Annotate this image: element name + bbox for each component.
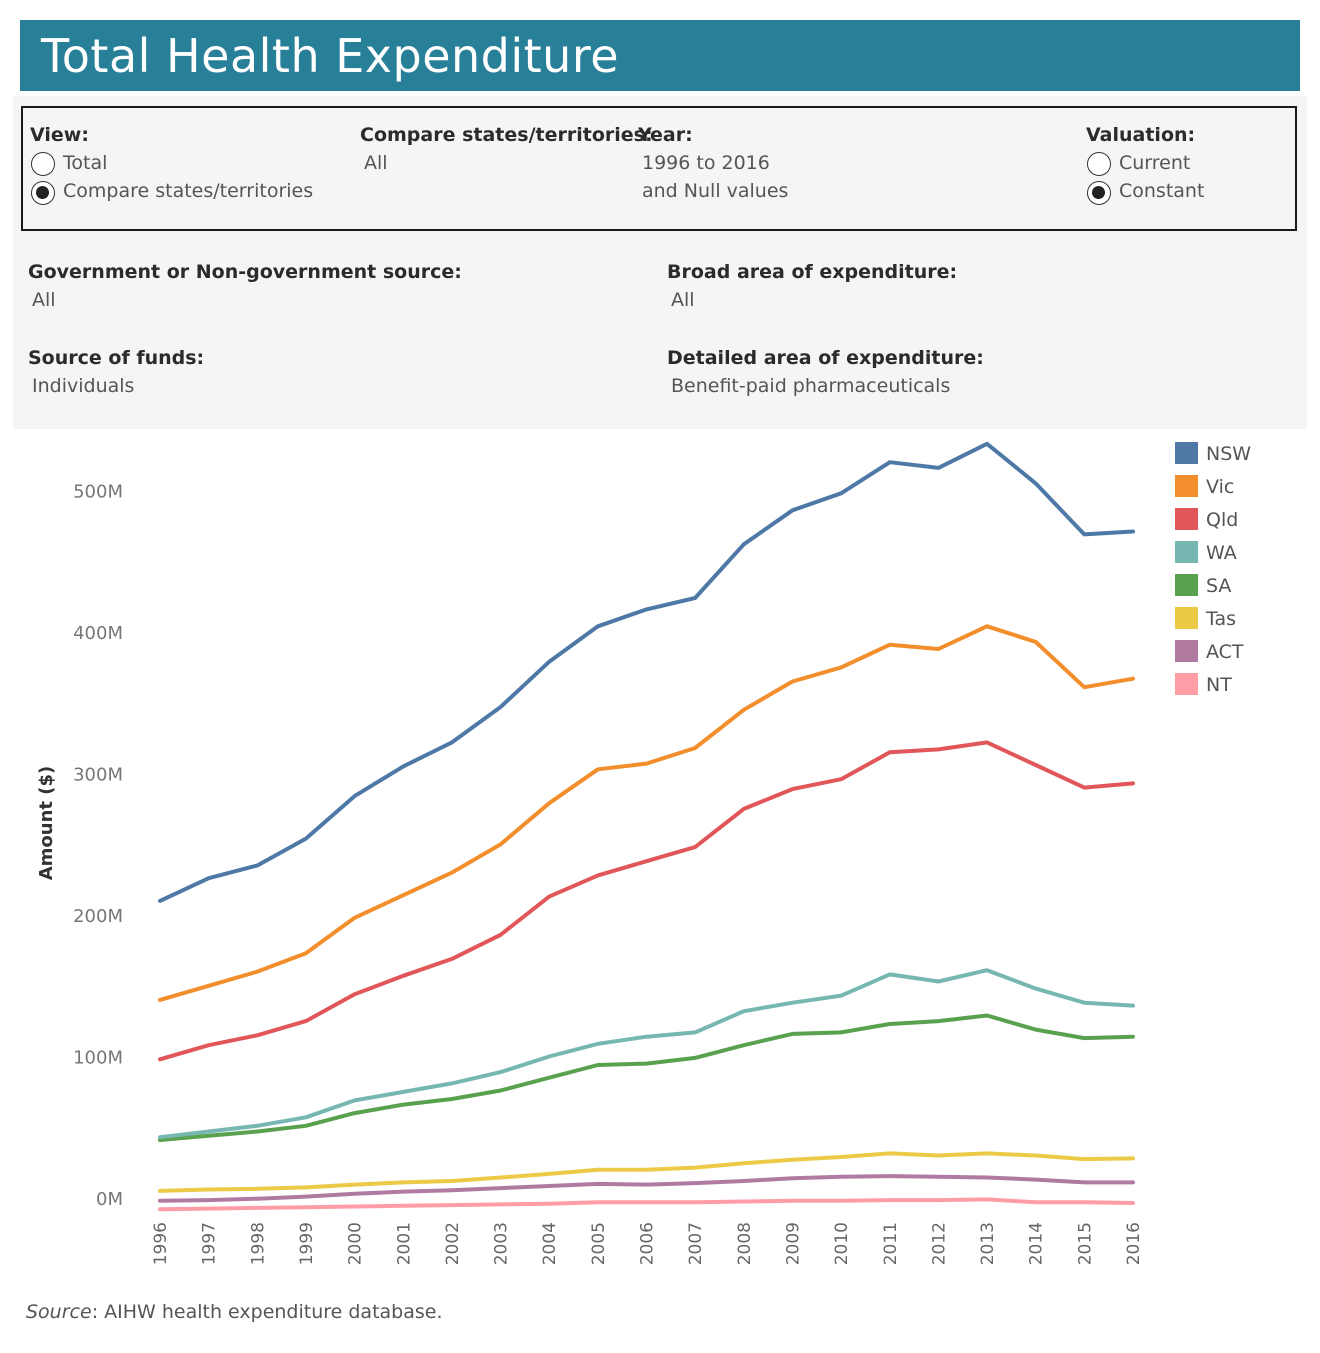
view-filter-label: View: bbox=[30, 124, 89, 146]
x-tick-label: 2008 bbox=[735, 1222, 755, 1265]
detailed-area-label: Detailed area of expenditure: bbox=[667, 347, 984, 369]
x-tick-label: 2006 bbox=[638, 1222, 658, 1265]
view-total-label[interactable]: Total bbox=[63, 152, 108, 174]
valuation-filter-label: Valuation: bbox=[1086, 124, 1196, 146]
y-tick-label: 400M bbox=[73, 623, 123, 644]
y-tick-label: 200M bbox=[73, 906, 123, 927]
broad-area-value[interactable]: All bbox=[671, 289, 695, 311]
legend-swatch-act bbox=[1175, 640, 1198, 662]
x-tick-label: 1998 bbox=[248, 1222, 268, 1265]
compare-filter-value[interactable]: All bbox=[364, 152, 388, 174]
source-label: Source bbox=[26, 1301, 92, 1323]
valuation-constant-label[interactable]: Constant bbox=[1119, 180, 1205, 202]
series-line-tas bbox=[158, 1151, 1135, 1193]
year-filter-null[interactable]: and Null values bbox=[642, 180, 789, 202]
x-tick-label: 2009 bbox=[783, 1222, 803, 1265]
legend-swatch-tas bbox=[1175, 607, 1198, 629]
x-tick-label: 2005 bbox=[589, 1222, 609, 1265]
x-tick-label: 2013 bbox=[978, 1222, 998, 1265]
series-line-wa bbox=[158, 968, 1135, 1140]
legend-swatch-wa bbox=[1175, 541, 1198, 563]
x-tick-label: 2000 bbox=[346, 1222, 366, 1265]
source-funds-value[interactable]: Individuals bbox=[32, 375, 135, 397]
series-line-vic bbox=[158, 624, 1135, 1002]
primary-filter-box bbox=[21, 106, 1297, 231]
series-line-nsw bbox=[158, 441, 1135, 903]
year-filter-label: Year: bbox=[638, 124, 693, 146]
x-tick-label: 2001 bbox=[394, 1222, 414, 1265]
view-total-radio[interactable] bbox=[31, 152, 55, 176]
x-tick-label: 2002 bbox=[443, 1222, 463, 1265]
x-tick-label: 2014 bbox=[1027, 1222, 1047, 1265]
valuation-current-label[interactable]: Current bbox=[1119, 152, 1191, 174]
legend-label-sa: SA bbox=[1206, 575, 1231, 597]
line-chart: Amount ($) 0M 100M 200M 300M 400M 500M 1996 1997… bbox=[36, 441, 1251, 1265]
legend-label-tas: Tas bbox=[1205, 608, 1236, 630]
series-line-act bbox=[158, 1174, 1135, 1203]
view-compare-label[interactable]: Compare states/territories bbox=[63, 180, 314, 202]
legend-label-nsw: NSW bbox=[1206, 443, 1251, 465]
page-title: Total Health Expenditure bbox=[41, 29, 620, 83]
y-tick-label: 500M bbox=[73, 482, 123, 503]
broad-area-label: Broad area of expenditure: bbox=[667, 261, 958, 283]
legend-label-act: ACT bbox=[1206, 641, 1244, 663]
x-tick-label: 2011 bbox=[881, 1222, 901, 1265]
legend-label-vic: Vic bbox=[1206, 476, 1234, 498]
series-line-nt bbox=[158, 1197, 1135, 1212]
source-text: : AIHW health expenditure database. bbox=[91, 1301, 443, 1323]
year-filter-value[interactable]: 1996 to 2016 bbox=[642, 152, 770, 174]
legend-swatch-nt bbox=[1175, 673, 1198, 695]
x-tick-label: 2015 bbox=[1075, 1222, 1095, 1265]
compare-filter-label: Compare states/territories: bbox=[360, 124, 653, 146]
valuation-constant-radio[interactable] bbox=[1087, 181, 1111, 205]
y-axis-title: Amount ($) bbox=[36, 766, 57, 881]
legend-swatch-nsw bbox=[1175, 442, 1198, 464]
legend-swatch-qld bbox=[1175, 508, 1198, 530]
x-tick-label: 1996 bbox=[151, 1222, 171, 1265]
legend-label-qld: Qld bbox=[1206, 509, 1238, 531]
legend-label-wa: WA bbox=[1206, 542, 1237, 564]
source-note: Source: AIHW health expenditure database… bbox=[26, 1301, 443, 1323]
series-line-qld bbox=[158, 740, 1135, 1062]
page-header: Total Health Expenditure bbox=[20, 20, 1300, 91]
y-tick-label: 0M bbox=[96, 1189, 123, 1210]
gov-source-value[interactable]: All bbox=[32, 289, 56, 311]
legend-label-nt: NT bbox=[1206, 674, 1232, 696]
x-tick-label: 2010 bbox=[832, 1222, 852, 1265]
y-tick-label: 100M bbox=[73, 1048, 123, 1069]
x-tick-label: 2007 bbox=[686, 1222, 706, 1265]
series-line-sa bbox=[158, 1013, 1135, 1142]
x-tick-label: 1997 bbox=[200, 1222, 220, 1265]
y-tick-label: 300M bbox=[73, 765, 123, 786]
x-tick-label: 1999 bbox=[297, 1222, 317, 1265]
view-compare-radio[interactable] bbox=[31, 181, 55, 205]
source-funds-label: Source of funds: bbox=[28, 347, 205, 369]
valuation-current-radio[interactable] bbox=[1087, 152, 1111, 176]
x-tick-label: 2012 bbox=[929, 1222, 949, 1265]
detailed-area-value[interactable]: Benefit-paid pharmaceuticals bbox=[671, 375, 951, 397]
legend-swatch-vic bbox=[1175, 475, 1198, 497]
x-tick-label: 2003 bbox=[492, 1222, 512, 1265]
legend-swatch-sa bbox=[1175, 574, 1198, 596]
x-tick-label: 2016 bbox=[1124, 1222, 1144, 1265]
x-tick-label: 2004 bbox=[540, 1222, 560, 1265]
gov-source-label: Government or Non-government source: bbox=[28, 261, 462, 283]
